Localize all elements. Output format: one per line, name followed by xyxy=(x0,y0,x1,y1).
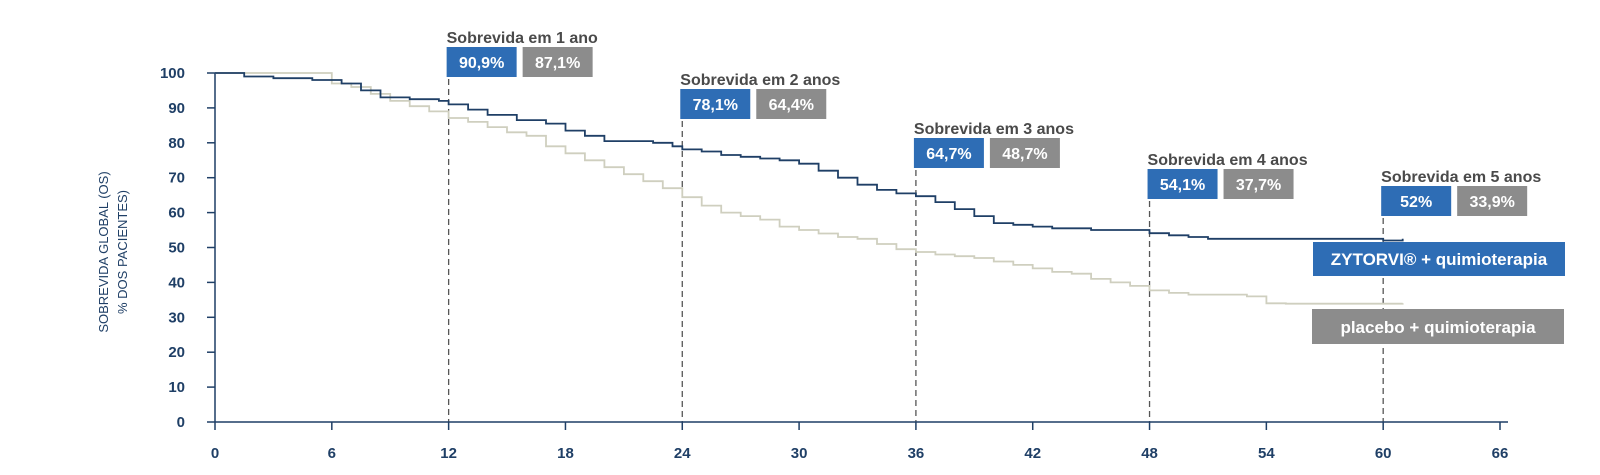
y-tick-label: 50 xyxy=(168,240,185,257)
zytorvi-value-label: 90,9% xyxy=(459,55,504,72)
milestone-title: Sobrevida em 5 anos xyxy=(1381,169,1541,186)
placebo-value-box xyxy=(522,47,593,77)
legend-zytorvi-label: ZYTORVI® + quimioterapia xyxy=(1331,250,1548,269)
placebo-value-label: 37,7% xyxy=(1236,177,1281,194)
y-tick-label: 80 xyxy=(168,135,185,152)
legend: ZYTORVI® + quimioterapia placebo + quimio… xyxy=(1312,242,1565,344)
x-tick-label: 54 xyxy=(1258,445,1275,462)
milestone-title: Sobrevida em 1 ano xyxy=(447,30,598,47)
x-tick-label: 24 xyxy=(674,445,691,462)
y-tick-label: 60 xyxy=(168,205,185,222)
x-tick-label: 60 xyxy=(1375,445,1392,462)
y-axis-title-line-1: SOBREVIDA GLOBAL (OS) xyxy=(96,171,111,332)
legend-placebo-box xyxy=(1312,309,1564,344)
placebo-value-label: 33,9% xyxy=(1469,194,1514,211)
zytorvi-value-label: 64,7% xyxy=(926,146,971,163)
milestone-annotations: Sobrevida em 1 ano 90,9% 87,1% Sobrevida em… xyxy=(446,30,1541,216)
zytorvi-value-box xyxy=(680,89,751,119)
axes: 0 10 20 30 40 50 60 70 80 90 100 0 6 12 18 24 30 36 42 48 54… xyxy=(160,65,1508,462)
legend-zytorvi-box xyxy=(1313,242,1565,276)
zytorvi-value-label: 54,1% xyxy=(1160,177,1205,194)
y-axis-title: SOBREVIDA GLOBAL (OS) % DOS PACIENTES) xyxy=(96,171,130,332)
y-tick-label: 40 xyxy=(168,274,185,291)
y-axis-title-line-2: % DOS PACIENTES) xyxy=(115,190,130,314)
x-tick-label: 6 xyxy=(328,445,336,462)
x-tick-label: 42 xyxy=(1024,445,1041,462)
y-tick-label: 90 xyxy=(168,100,185,117)
survival-curves xyxy=(215,72,1404,305)
zytorvi-value-label: 78,1% xyxy=(693,97,738,114)
series-line-zytorvi xyxy=(215,72,1404,242)
milestone-title: Sobrevida em 4 anos xyxy=(1148,152,1308,169)
y-tick-label: 100 xyxy=(160,65,185,82)
placebo-value-box xyxy=(1223,169,1294,199)
x-tick-label: 0 xyxy=(211,445,219,462)
y-tick-label: 10 xyxy=(168,379,185,396)
zytorvi-value-box xyxy=(1381,186,1452,216)
milestone-lines xyxy=(447,79,1384,422)
x-tick-label: 30 xyxy=(791,445,808,462)
x-tick-label: 36 xyxy=(908,445,925,462)
zytorvi-value-label: 52% xyxy=(1400,194,1432,211)
placebo-value-label: 87,1% xyxy=(535,55,580,72)
placebo-value-label: 48,7% xyxy=(1002,146,1047,163)
legend-placebo-label: placebo + quimioterapia xyxy=(1340,318,1536,337)
placebo-value-box xyxy=(1457,186,1528,216)
x-tick-label: 48 xyxy=(1141,445,1158,462)
series-line-placebo xyxy=(215,72,1404,305)
zytorvi-value-box xyxy=(913,138,984,168)
x-tick-label: 18 xyxy=(557,445,574,462)
y-tick-label: 0 xyxy=(177,414,185,431)
milestone-title: Sobrevida em 3 anos xyxy=(914,121,1074,138)
milestone-title: Sobrevida em 2 anos xyxy=(680,72,840,89)
y-tick-label: 70 xyxy=(168,170,185,187)
x-tick-label: 12 xyxy=(440,445,457,462)
placebo-value-label: 64,4% xyxy=(769,97,814,114)
y-tick-label: 30 xyxy=(168,309,185,326)
x-tick-label: 66 xyxy=(1492,445,1509,462)
y-tick-label: 20 xyxy=(168,344,185,361)
placebo-value-box xyxy=(756,89,827,119)
zytorvi-value-box xyxy=(1147,169,1218,199)
zytorvi-value-box xyxy=(446,47,517,77)
placebo-value-box xyxy=(989,138,1060,168)
